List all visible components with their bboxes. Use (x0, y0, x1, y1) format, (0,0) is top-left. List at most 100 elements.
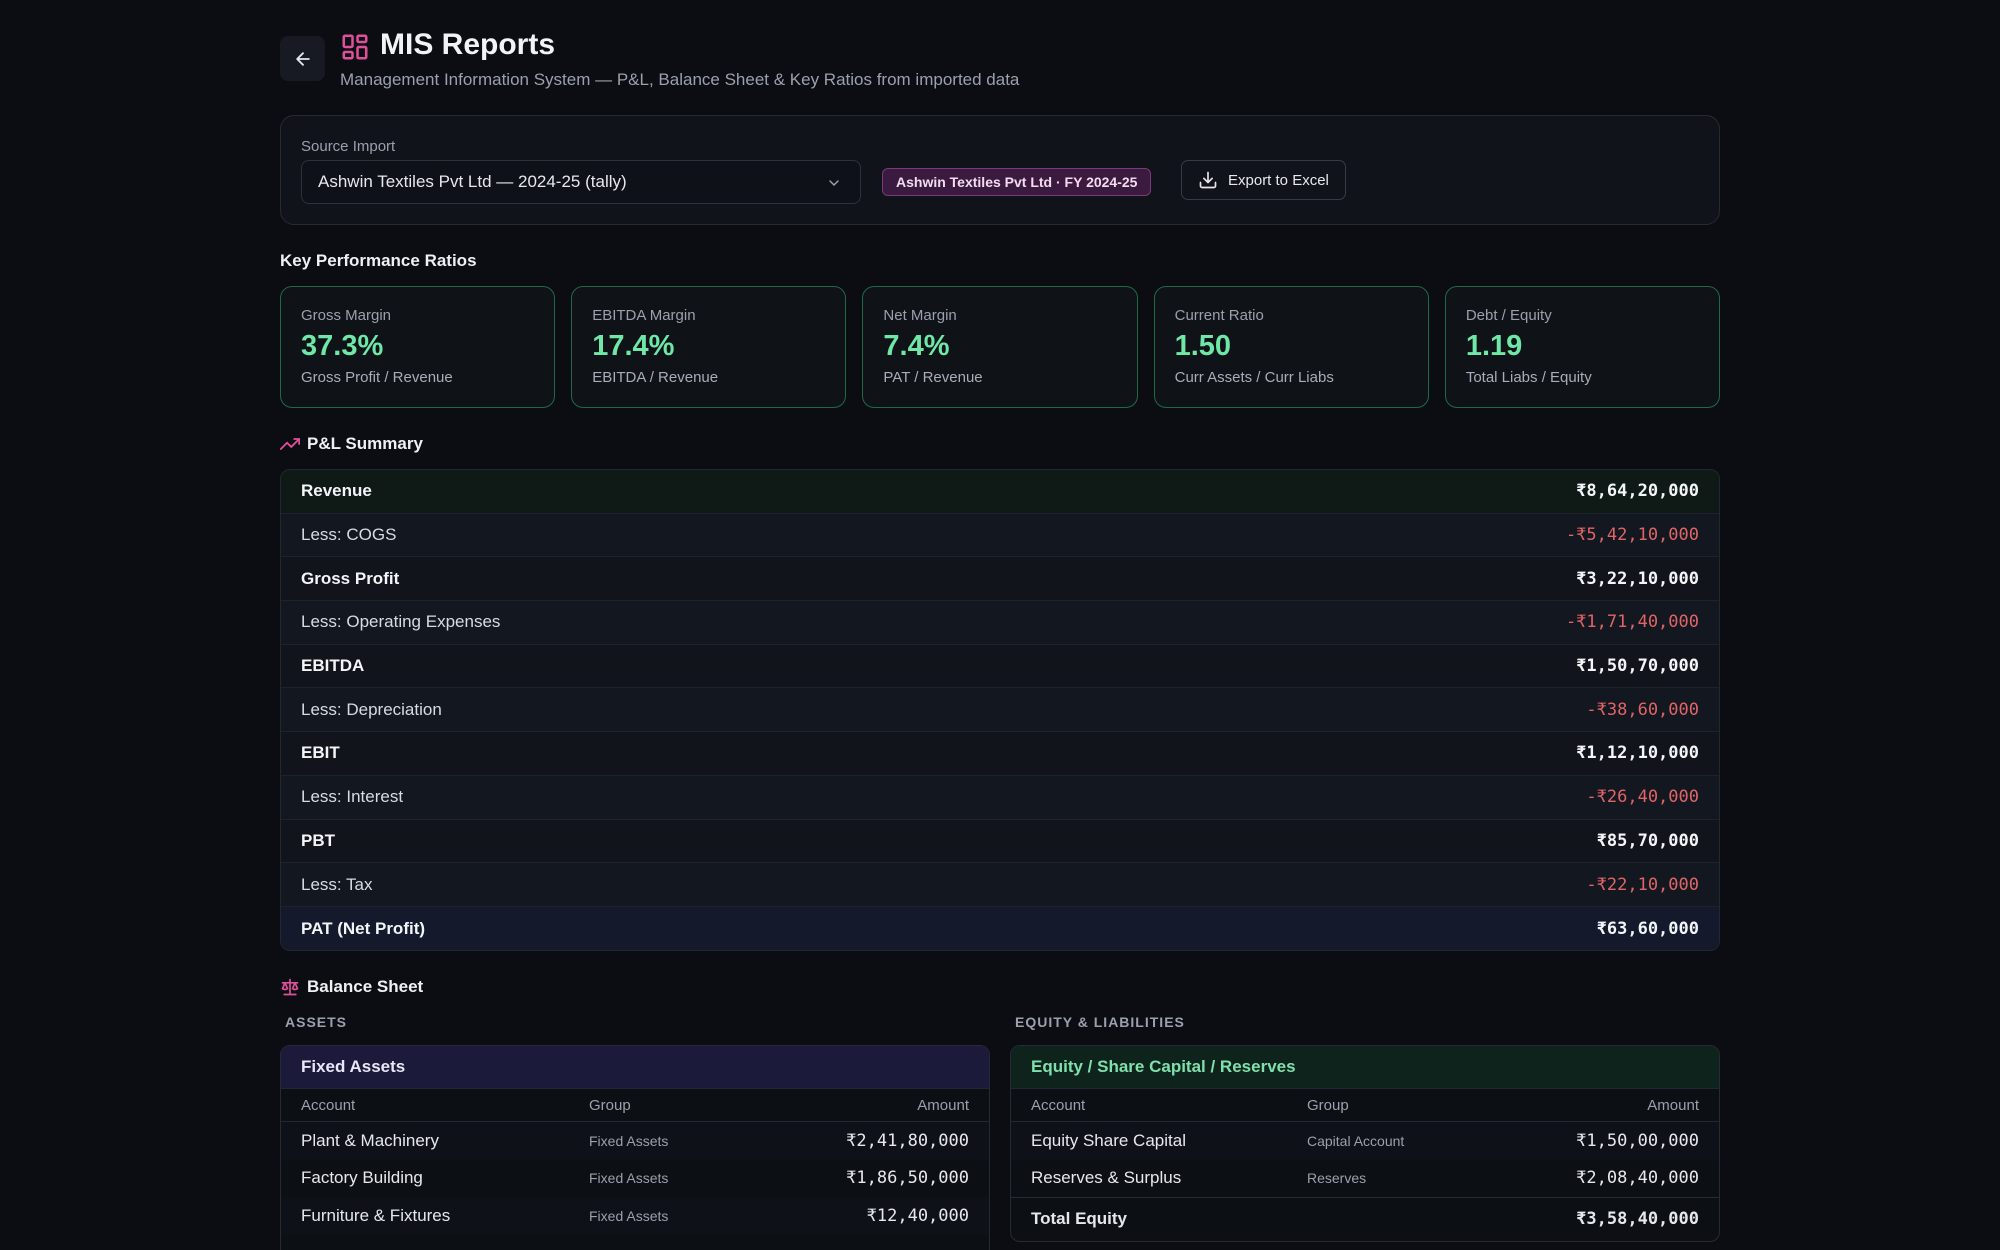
pl-row-value: ₹1,12,10,000 (1576, 743, 1699, 764)
kpi-value: 1.19 (1465, 330, 1523, 362)
kpi-label: Current Ratio (1174, 307, 1264, 324)
row-group: Fixed Assets (589, 1170, 669, 1187)
row-amount: ₹1,86,50,000 (846, 1168, 969, 1189)
pl-row-label: Revenue (301, 481, 372, 501)
table-row: Furniture & Fixtures Fixed Assets ₹12,40,0… (281, 1197, 989, 1235)
page-title: MIS Reports (380, 28, 556, 61)
kpi-label: Gross Margin (301, 307, 392, 324)
table-header: Account Group Amount (1011, 1088, 1719, 1122)
pl-section-title: P&L Summary (307, 434, 423, 453)
row-account: Equity Share Capital (1031, 1130, 1186, 1150)
pl-row-value: -₹22,10,000 (1586, 874, 1699, 895)
row-amount: ₹2,41,80,000 (846, 1130, 969, 1151)
pl-row-label: Gross Profit (301, 568, 400, 588)
pl-row-cogs: Less: COGS -₹5,42,10,000 (281, 513, 1719, 558)
fy-badge: Ashwin Textiles Pvt Ltd · FY 2024-25 (882, 168, 1152, 196)
pl-row-value: ₹63,60,000 (1596, 918, 1699, 939)
download-icon (1199, 171, 1217, 189)
kpi-formula: Gross Profit / Revenue (301, 369, 453, 386)
kpi-label: EBITDA Margin (592, 307, 696, 324)
pl-row-value: -₹38,60,000 (1586, 699, 1699, 720)
chevron-down-icon (829, 180, 839, 187)
kpi-card-gross-margin: Gross Margin 37.3% Gross Profit / Revenu… (280, 286, 556, 408)
row-amount: ₹12,40,000 (866, 1205, 969, 1226)
kpi-formula: EBITDA / Revenue (592, 369, 719, 386)
pl-row-label: Less: Interest (301, 787, 404, 807)
row-group: Reserves (1307, 1170, 1367, 1187)
source-import-select[interactable]: Ashwin Textiles Pvt Ltd — 2024-25 (tally… (301, 160, 861, 204)
row-account: Plant & Machinery (301, 1130, 439, 1150)
kpi-label: Debt / Equity (1465, 307, 1552, 324)
scale-icon (281, 978, 299, 996)
pl-row-label: Less: COGS (301, 525, 397, 545)
table-row: Reserves & Surplus Reserves ₹2,08,40,000 (1011, 1160, 1719, 1198)
kpi-card-debt-equity: Debt / Equity 1.19 Total Liabs / Equity (1444, 286, 1721, 408)
pl-row-revenue: Revenue ₹8,64,20,000 (281, 470, 1719, 514)
total-equity-amount: ₹3,58,40,000 (1576, 1208, 1699, 1229)
dashboard-icon (342, 34, 368, 60)
equity-card: Equity / Share Capital / Reserves Accoun… (1010, 1045, 1720, 1242)
kpi-formula: Total Liabs / Equity (1465, 369, 1592, 386)
pl-row-interest: Less: Interest -₹26,40,000 (281, 775, 1719, 820)
kpi-formula: Curr Assets / Curr Liabs (1174, 369, 1334, 386)
kpi-formula: PAT / Revenue (883, 369, 983, 386)
pl-row-value: ₹3,22,10,000 (1576, 568, 1699, 589)
kpi-value: 17.4% (592, 330, 675, 362)
export-excel-button[interactable]: Export to Excel (1181, 160, 1346, 200)
kpi-card-current-ratio: Current Ratio 1.50 Curr Assets / Curr Li… (1153, 286, 1429, 408)
balance-sheet-title: Balance Sheet (307, 977, 424, 996)
kpi-value: 37.3% (301, 330, 384, 362)
table-header: Account Group Amount (281, 1088, 989, 1122)
row-group: Capital Account (1307, 1132, 1405, 1149)
pl-table: Revenue ₹8,64,20,000 Less: COGS -₹5,42,10,… (280, 469, 1720, 951)
total-equity-label: Total Equity (1031, 1208, 1128, 1228)
arrow-left-icon (295, 51, 310, 66)
export-excel-label: Export to Excel (1228, 171, 1329, 189)
kpi-value: 1.50 (1174, 330, 1232, 362)
pl-row-label: EBITDA (301, 656, 365, 676)
row-amount: ₹1,50,00,000 (1576, 1130, 1699, 1151)
kpi-row: Gross Margin 37.3% Gross Profit / Revenu… (280, 286, 1721, 408)
assets-heading: ASSETS (285, 1014, 348, 1030)
source-import-card: Source Import Ashwin Textiles Pvt Ltd — … (280, 115, 1720, 225)
table-row: Equity Share Capital Capital Account ₹1,50… (1011, 1122, 1719, 1160)
row-account: Reserves & Surplus (1031, 1168, 1182, 1188)
fixed-assets-title: Fixed Assets (281, 1046, 989, 1088)
kpi-label: Net Margin (883, 307, 957, 324)
pl-row-label: PAT (Net Profit) (301, 918, 426, 938)
pl-row-value: ₹85,70,000 (1596, 830, 1699, 851)
pl-row-label: Less: Depreciation (301, 699, 442, 719)
source-import-label: Source Import (301, 138, 396, 155)
pl-row-ebitda: EBITDA ₹1,50,70,000 (281, 644, 1719, 689)
pl-row-gross-profit: Gross Profit ₹3,22,10,000 (281, 557, 1719, 602)
row-account: Furniture & Fixtures (301, 1205, 451, 1225)
col-group: Group (1307, 1096, 1349, 1114)
equity-rows: Equity Share Capital Capital Account ₹1,50… (1011, 1122, 1719, 1197)
pl-row-ebit: EBIT ₹1,12,10,000 (281, 732, 1719, 776)
col-amount: Amount (1647, 1096, 1699, 1114)
kpi-section-title: Key Performance Ratios (280, 251, 477, 270)
table-row: Plant & Machinery Fixed Assets ₹2,41,80,00… (281, 1122, 989, 1160)
row-group: Fixed Assets (589, 1207, 669, 1224)
fixed-assets-card: Fixed Assets Account Group Amount Plant … (280, 1045, 990, 1250)
kpi-card-ebitda-margin: EBITDA Margin 17.4% EBITDA / Revenue (571, 286, 847, 408)
col-account: Account (301, 1096, 356, 1114)
pl-row-opex: Less: Operating Expenses -₹1,71,40,000 (281, 601, 1719, 645)
pl-row-depreciation: Less: Depreciation -₹38,60,000 (281, 688, 1719, 733)
pl-row-pat: PAT (Net Profit) ₹63,60,000 (281, 906, 1719, 950)
pl-row-label: Less: Operating Expenses (301, 612, 501, 632)
row-account: Factory Building (301, 1168, 423, 1188)
pl-row-value: -₹5,42,10,000 (1565, 525, 1699, 546)
row-amount: ₹2,08,40,000 (1576, 1168, 1699, 1189)
pl-row-label: EBIT (301, 743, 340, 763)
equity-card-title: Equity / Share Capital / Reserves (1011, 1046, 1719, 1088)
trending-up-icon (280, 438, 300, 450)
col-amount: Amount (917, 1096, 969, 1114)
pl-row-value: ₹1,50,70,000 (1576, 656, 1699, 677)
table-row: Factory Building Fixed Assets ₹1,86,50,000 (281, 1160, 989, 1198)
pl-row-label: PBT (301, 830, 335, 850)
pl-row-value: ₹8,64,20,000 (1576, 481, 1699, 502)
pl-row-tax: Less: Tax -₹22,10,000 (281, 863, 1719, 907)
pl-row-label: Less: Tax (301, 874, 373, 894)
back-button[interactable] (280, 36, 325, 81)
